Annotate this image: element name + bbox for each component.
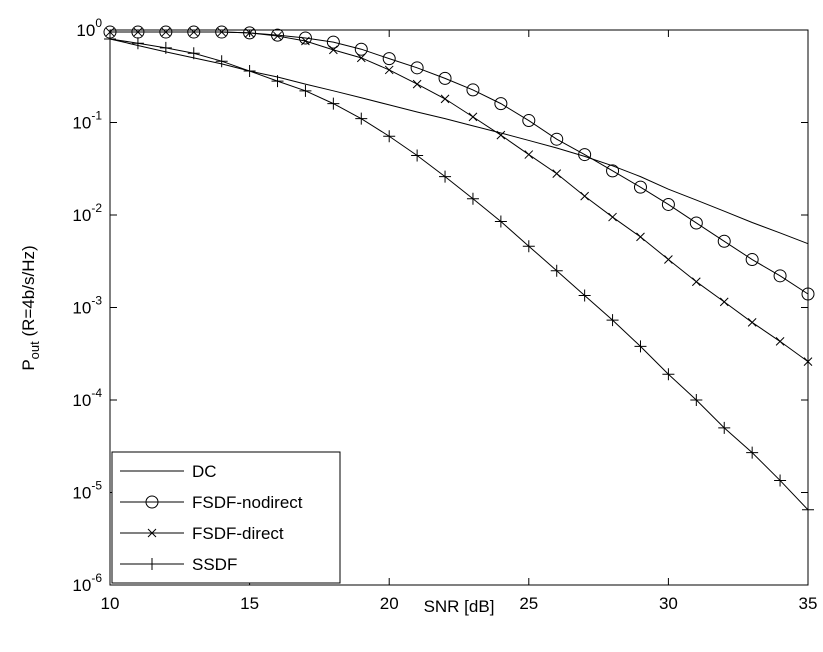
y-tick-label: 10-1 xyxy=(72,109,102,133)
tick-base: 10 xyxy=(72,576,91,595)
tick-exponent: -6 xyxy=(91,571,102,585)
legend-label: FSDF-direct xyxy=(192,524,284,543)
y-tick-label: 10-6 xyxy=(72,571,102,595)
chart: SNR [dB] Pout (R=4b/s/Hz) 10 15 20 25 30 35 10… xyxy=(0,0,823,647)
y-tick-label: 10-2 xyxy=(72,201,102,225)
legend-label: SSDF xyxy=(192,555,237,574)
tick-base: 10 xyxy=(72,114,91,133)
tick-exponent: -3 xyxy=(91,294,102,308)
tick-exponent: -1 xyxy=(91,109,102,123)
tick-base: 10 xyxy=(72,206,91,225)
x-axis-label: SNR [dB] xyxy=(424,597,495,616)
x-tick-label: 15 xyxy=(240,594,259,613)
y-label-rest: (R=4b/s/Hz) xyxy=(19,245,38,341)
x-tick-label: 25 xyxy=(519,594,538,613)
tick-base: 10 xyxy=(76,21,95,40)
x-tick-label: 30 xyxy=(659,594,678,613)
tick-base: 10 xyxy=(72,391,91,410)
tick-exponent: 0 xyxy=(95,16,102,30)
y-tick-label: 10-4 xyxy=(72,386,102,410)
tick-base: 10 xyxy=(72,299,91,318)
tick-exponent: -4 xyxy=(91,386,102,400)
y-label-main: P xyxy=(19,359,38,370)
y-label-sub: out xyxy=(27,341,42,359)
y-axis-label: Pout (R=4b/s/Hz) xyxy=(19,245,42,370)
tick-exponent: -5 xyxy=(91,479,102,493)
x-tick-label: 35 xyxy=(799,594,818,613)
y-tick-label: 10-5 xyxy=(72,479,102,503)
tick-exponent: -2 xyxy=(91,201,102,215)
y-tick-label: 100 xyxy=(76,16,102,40)
x-tick-label: 20 xyxy=(380,594,399,613)
x-tick-label: 10 xyxy=(101,594,120,613)
legend-label: DC xyxy=(192,462,217,481)
tick-base: 10 xyxy=(72,484,91,503)
legend-label: FSDF-nodirect xyxy=(192,493,303,512)
y-tick-label: 10-3 xyxy=(72,294,102,318)
